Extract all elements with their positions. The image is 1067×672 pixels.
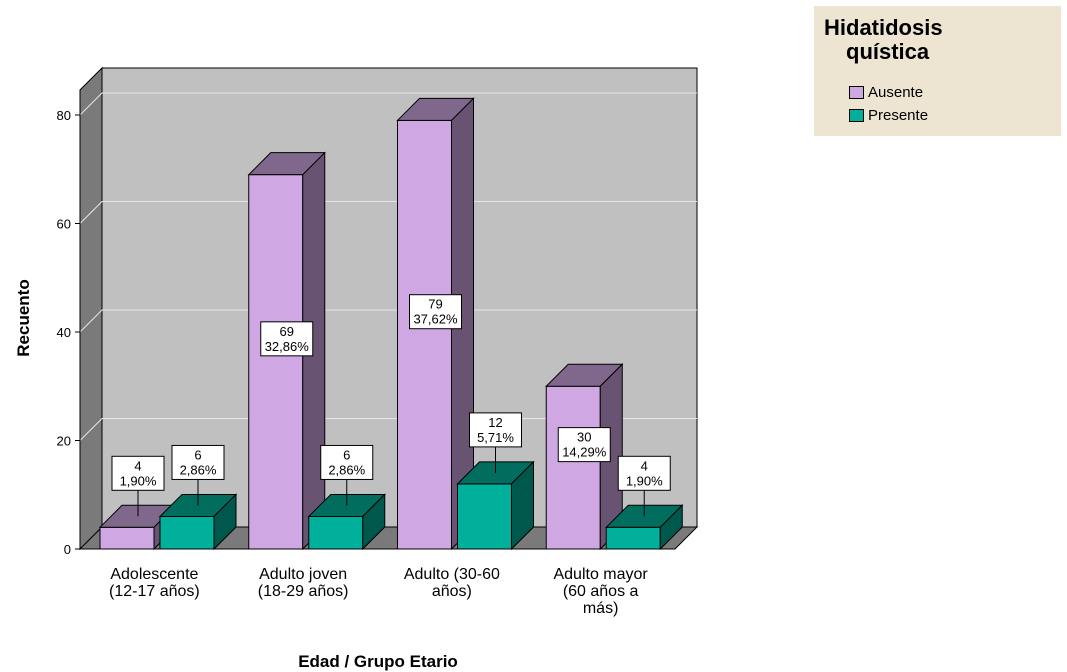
y-tick-label: 40 — [57, 325, 71, 340]
data-label-box — [409, 294, 462, 330]
data-label-box — [320, 444, 374, 480]
data-label-presente-1: 62,86% — [320, 444, 374, 506]
data-label-count: 69 — [280, 324, 294, 339]
y-axis-ticks: 0 20 40 60 80 — [57, 108, 80, 557]
data-label-count: 6 — [194, 447, 201, 462]
x-tick-label-line: Adulto mayor — [553, 566, 648, 583]
bar-side — [213, 493, 237, 551]
legend-title-line2: quística — [846, 39, 930, 64]
y-tick-label: 20 — [57, 434, 71, 449]
x-axis-title: Edad / Grupo Etario — [298, 652, 458, 671]
gridline — [79, 92, 697, 116]
data-label-box — [469, 412, 522, 448]
x-tick-label-2: Adulto (30-60 años) — [404, 566, 500, 600]
y-tick-label: 0 — [64, 542, 71, 557]
x-tick-label-line: (18-29 años) — [258, 583, 349, 600]
data-label-percent: 14,29% — [562, 445, 607, 460]
data-label-percent: 2,86% — [180, 462, 217, 477]
bar-front — [605, 526, 661, 550]
plot-left-wall — [79, 66, 103, 551]
data-label-box — [617, 455, 671, 491]
data-label-box — [557, 427, 611, 463]
bar-front — [308, 515, 364, 550]
data-label-count: 79 — [428, 297, 442, 312]
bar-presente-2 — [456, 460, 535, 551]
legend: Hidatidosis quística Ausente Presente — [814, 6, 1061, 136]
data-label-count: 30 — [577, 430, 591, 445]
data-label-percent: 2,86% — [328, 462, 365, 477]
bars — [98, 97, 684, 551]
data-label-count: 6 — [343, 447, 350, 462]
x-tick-label-line: Adulto joven — [259, 566, 347, 583]
x-tick-label-line: Adolescente — [110, 566, 198, 583]
data-label-percent: 1,90% — [120, 473, 157, 488]
bar-ausente-3 — [545, 363, 624, 551]
legend-title-line1: Hidatidosis — [824, 15, 943, 40]
bar-ausente-1 — [247, 151, 326, 551]
data-label-box — [111, 455, 165, 491]
x-tick-label-0: Adolescente (12-17 años) — [109, 566, 200, 600]
y-axis-title: Recuento — [14, 279, 33, 356]
x-tick-label-1: Adulto joven (18-29 años) — [258, 566, 349, 600]
legend-swatch-ausente — [849, 86, 864, 99]
bar-front — [248, 174, 304, 550]
y-tick-label: 60 — [57, 217, 71, 232]
gridline — [79, 201, 697, 224]
data-label-box — [260, 321, 314, 357]
bar-side — [659, 504, 683, 551]
x-tick-label-3: Adulto mayor (60 años a más) — [553, 566, 648, 617]
data-label-percent: 37,62% — [413, 312, 458, 327]
legend-item-ausente: Ausente — [849, 84, 923, 101]
bar-front — [99, 526, 155, 550]
bar-side — [511, 460, 534, 551]
data-label-count: 4 — [641, 458, 648, 473]
legend-swatch-presente — [849, 109, 864, 122]
data-label-box — [171, 444, 225, 480]
y-tick-label: 80 — [57, 108, 71, 123]
bar-presente-1 — [307, 493, 386, 551]
data-label-count: 12 — [488, 415, 502, 430]
bar-front — [159, 515, 215, 550]
bar-ausente-2 — [396, 97, 475, 551]
data-labels: 41,90%62,86%6932,86%62,86%7937,62%125,71… — [111, 294, 671, 517]
bar-front — [397, 119, 452, 550]
legend-label-ausente: Ausente — [868, 84, 924, 101]
x-tick-label-line: años) — [432, 583, 472, 600]
data-label-percent: 32,86% — [265, 339, 310, 354]
bar-front — [457, 483, 512, 550]
data-label-presente-0: 62,86% — [171, 444, 225, 506]
legend-label-presente: Presente — [868, 107, 929, 124]
x-tick-label-line: más) — [583, 600, 619, 617]
bar-front — [545, 385, 601, 550]
data-label-percent: 1,90% — [626, 473, 663, 488]
gridline — [79, 309, 697, 333]
legend-title: Hidatidosis quística — [824, 16, 943, 64]
data-label-presente-2: 125,71% — [469, 412, 522, 473]
data-label-percent: 5,71% — [477, 430, 514, 445]
x-tick-label-line: (60 años a — [563, 583, 639, 600]
x-tick-label-line: Adulto (30-60 — [404, 566, 500, 583]
data-label-presente-3: 41,90% — [617, 455, 671, 517]
data-label-ausente-0: 41,90% — [111, 455, 165, 517]
x-tick-label-line: (12-17 años) — [109, 583, 200, 600]
legend-item-presente: Presente — [849, 107, 928, 124]
bar-side — [362, 493, 386, 551]
data-label-count: 4 — [134, 458, 141, 473]
